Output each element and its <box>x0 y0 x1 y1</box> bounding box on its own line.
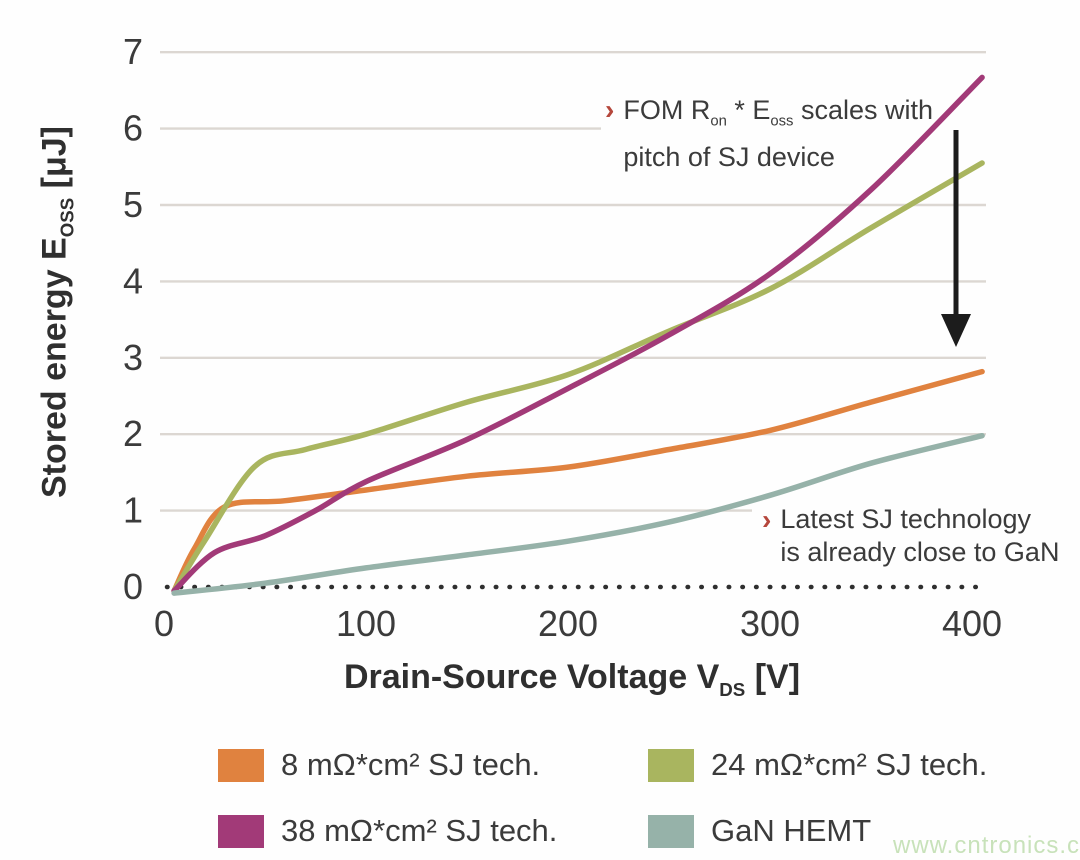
chart-legend: 8 mΩ*cm² SJ tech. 38 mΩ*cm² SJ tech. 24 mΩ… <box>218 747 987 849</box>
x-tick-label: 200 <box>538 603 598 644</box>
legend-swatch <box>218 814 264 848</box>
y-axis-title-unit: [μJ] <box>35 125 74 198</box>
series-layer <box>171 74 985 596</box>
legend-label: 38 mΩ*cm² SJ tech. <box>281 813 558 848</box>
x-axis-title-subscript: DS <box>719 678 746 700</box>
legend-item: 38 mΩ*cm² SJ tech. <box>218 813 648 849</box>
tick-layer: 0 1 2 3 4 5 6 7 0 100 200 300 400 <box>123 31 1002 644</box>
series-line <box>171 74 985 594</box>
legend-swatch <box>648 748 694 782</box>
annotation-text-part: * E <box>726 95 771 125</box>
y-tick-label: 5 <box>123 184 143 225</box>
y-axis-title-subscript: OSS <box>56 197 78 238</box>
series-line <box>171 432 985 596</box>
y-tick-label: 4 <box>123 260 143 301</box>
y-tick-label: 2 <box>123 413 143 454</box>
legend-label: 24 mΩ*cm² SJ tech. <box>711 747 988 782</box>
subscript-oss: oss <box>770 113 794 130</box>
annotation-gan-text: Latest SJ technology is already close to… <box>780 503 1059 569</box>
chevron-icon: › <box>605 94 615 125</box>
y-axis-title-text: Stored energy E <box>35 237 74 499</box>
subscript-on: on <box>710 113 727 130</box>
y-tick-label: 7 <box>123 31 143 72</box>
legend-swatch <box>648 814 694 848</box>
legend-label: 8 mΩ*cm² SJ tech. <box>281 747 541 782</box>
annotation-fom: › FOM Ron * Eoss scales with pitch of SJ… <box>605 92 933 175</box>
x-tick-label: 300 <box>740 603 800 644</box>
y-tick-label: 3 <box>123 337 143 378</box>
x-tick-label: 400 <box>942 603 1002 644</box>
down-arrow <box>941 130 971 347</box>
grid-layer <box>160 51 987 590</box>
legend-label: GaN HEMT <box>711 813 872 848</box>
y-axis-title: Stored energy EOSS [μJ] <box>36 126 79 498</box>
annotation-fom-line2: pitch of SJ device <box>623 142 835 173</box>
annotation-gan-line1: Latest SJ technology <box>780 504 1031 534</box>
legend-item: 24 mΩ*cm² SJ tech. <box>648 747 987 783</box>
chevron-icon: › <box>762 504 772 535</box>
annotation-gan-line2: is already close to GaN <box>780 537 1060 567</box>
annotation-gan: › Latest SJ technology is already close … <box>762 503 1059 569</box>
y-tick-label: 1 <box>123 490 143 531</box>
legend-item: 8 mΩ*cm² SJ tech. <box>218 747 648 783</box>
down-arrow-head <box>941 314 971 347</box>
x-axis-title-text: Drain-Source Voltage V <box>343 658 720 696</box>
y-tick-label: 0 <box>123 566 143 607</box>
legend-item: GaN HEMT <box>648 813 987 849</box>
x-tick-label: 0 <box>154 603 174 644</box>
x-tick-label: 100 <box>336 603 396 644</box>
annotation-text-part: FOM R <box>623 95 711 125</box>
annotation-fom-text: FOM Ron * Eoss scales with pitch of SJ d… <box>623 92 933 175</box>
x-axis-title-unit: [V] <box>745 658 801 696</box>
y-tick-label: 6 <box>123 108 143 149</box>
watermark-text: www.cntronics.com <box>893 832 1080 859</box>
series-line <box>171 160 985 594</box>
annotation-text-part: scales with <box>793 95 934 125</box>
annotation-fom-line1: FOM Ron * Eoss scales with <box>623 95 934 129</box>
legend-swatch <box>218 748 264 782</box>
x-axis-title: Drain-Source Voltage VDS [V] <box>344 658 800 701</box>
